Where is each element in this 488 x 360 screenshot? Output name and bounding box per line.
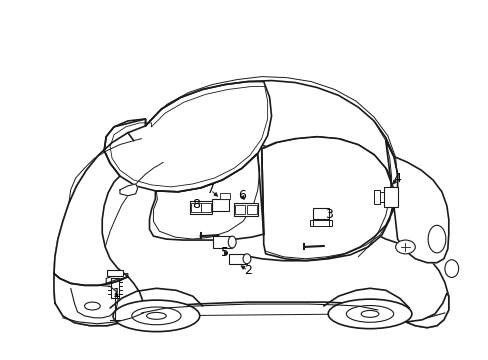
Bar (373, 190, 379, 204)
Bar (189, 201, 211, 215)
Ellipse shape (84, 302, 100, 310)
Ellipse shape (131, 307, 181, 325)
Ellipse shape (427, 225, 445, 253)
Ellipse shape (327, 299, 411, 329)
Ellipse shape (243, 254, 250, 264)
Text: 2: 2 (244, 264, 251, 277)
Bar (200, 203, 210, 212)
Bar (235, 204, 244, 215)
Bar (229, 254, 246, 264)
Text: 4: 4 (393, 171, 401, 185)
Bar (383, 187, 397, 207)
Ellipse shape (395, 240, 414, 254)
Bar (309, 220, 331, 226)
Text: 1: 1 (113, 287, 121, 300)
Bar (107, 270, 122, 275)
Polygon shape (120, 184, 138, 196)
Ellipse shape (444, 260, 458, 278)
Polygon shape (54, 123, 448, 328)
Text: 5: 5 (221, 246, 229, 259)
Bar (211, 199, 229, 211)
Polygon shape (104, 82, 271, 192)
Text: 3: 3 (324, 208, 332, 221)
Bar (212, 236, 232, 248)
Polygon shape (392, 293, 448, 328)
Bar (246, 204, 256, 215)
Ellipse shape (228, 236, 236, 248)
Bar (190, 203, 200, 212)
Ellipse shape (346, 306, 393, 322)
Bar (234, 203, 257, 216)
Bar (220, 193, 230, 199)
Polygon shape (149, 153, 263, 240)
Ellipse shape (113, 300, 199, 332)
Polygon shape (261, 137, 393, 261)
Polygon shape (54, 119, 145, 285)
Text: 8: 8 (191, 198, 200, 211)
Text: 7: 7 (206, 183, 214, 196)
Ellipse shape (146, 312, 166, 319)
Ellipse shape (361, 310, 378, 318)
Polygon shape (54, 274, 143, 326)
Polygon shape (385, 141, 448, 263)
Bar (312, 208, 328, 219)
Text: 6: 6 (238, 189, 245, 202)
